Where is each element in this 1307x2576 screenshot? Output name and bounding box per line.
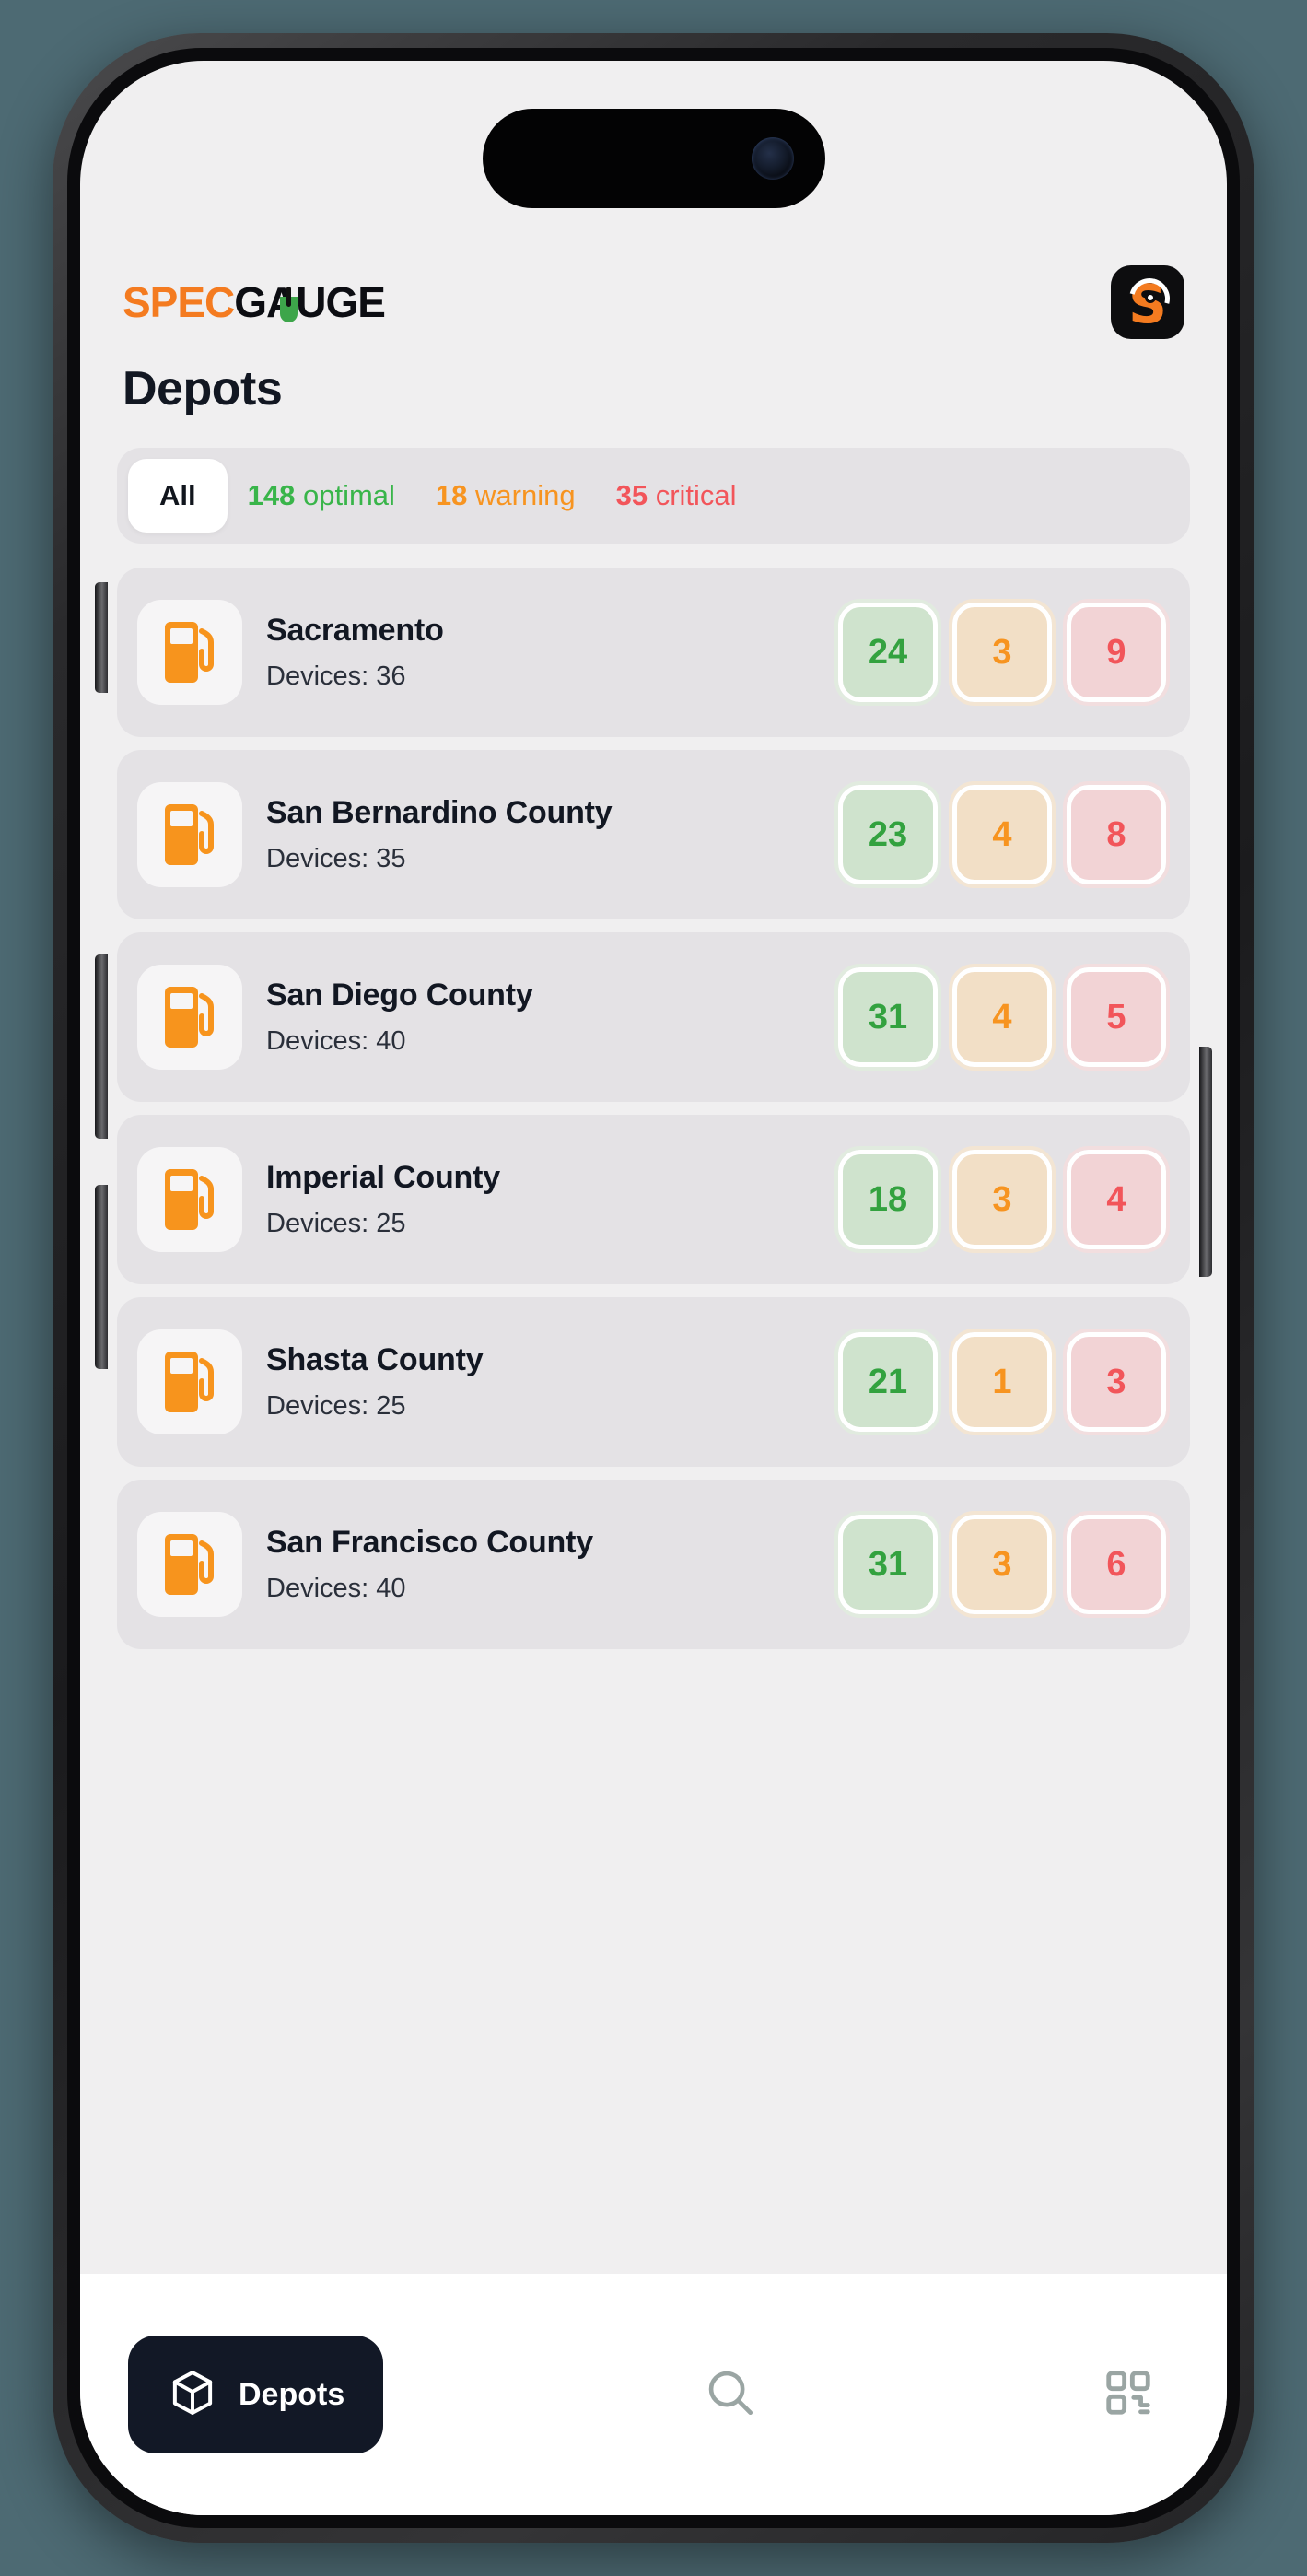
depot-status-badges: 21 1 3 xyxy=(834,1329,1170,1435)
filter-critical-label: critical xyxy=(655,479,737,511)
depot-name: San Bernardino County xyxy=(266,795,613,830)
badge-critical[interactable]: 6 xyxy=(1063,1511,1170,1618)
badge-warning[interactable]: 1 xyxy=(949,1329,1056,1435)
box-icon xyxy=(167,2367,218,2423)
depot-meta: Sacramento Devices: 36 xyxy=(266,613,814,692)
badge-critical[interactable]: 4 xyxy=(1063,1146,1170,1253)
depot-row[interactable]: San Francisco County Devices: 40 31 3 6 xyxy=(117,1480,1190,1649)
nav-item-depots[interactable]: Depots xyxy=(128,2336,384,2453)
badge-warning[interactable]: 4 xyxy=(949,964,1056,1071)
depot-meta: San Bernardino County Devices: 35 xyxy=(266,795,814,874)
depot-row[interactable]: San Diego County Devices: 40 31 4 5 xyxy=(117,932,1190,1102)
depot-meta: San Francisco County Devices: 40 xyxy=(266,1525,814,1604)
gauge-hub-icon xyxy=(1145,292,1156,303)
badge-warning[interactable]: 3 xyxy=(949,1146,1056,1253)
phone-bezel: SPECGAUGE S Depots xyxy=(67,48,1240,2528)
filter-optimal[interactable]: 148 optimal xyxy=(228,459,415,533)
depot-row[interactable]: Sacramento Devices: 36 24 3 9 xyxy=(117,568,1190,737)
phone-screen: SPECGAUGE S Depots xyxy=(80,61,1227,2515)
qr-code-icon xyxy=(1102,2366,1155,2424)
depot-row[interactable]: Imperial County Devices: 25 18 3 4 xyxy=(117,1115,1190,1284)
depot-row[interactable]: San Bernardino County Devices: 35 23 4 8 xyxy=(117,750,1190,919)
depot-status-badges: 23 4 8 xyxy=(834,781,1170,888)
fuel-pump-icon xyxy=(137,1147,242,1252)
badge-warning[interactable]: 3 xyxy=(949,599,1056,706)
depot-list: Sacramento Devices: 36 24 3 9 xyxy=(117,568,1190,1649)
fuel-pump-icon xyxy=(137,965,242,1070)
app-root: SPECGAUGE S Depots xyxy=(80,61,1227,2515)
badge-warning[interactable]: 3 xyxy=(949,1511,1056,1618)
fuel-pump-icon xyxy=(137,1512,242,1617)
logo-green-accent-icon xyxy=(280,297,298,322)
phone-frame: SPECGAUGE S Depots xyxy=(53,33,1254,2543)
depot-status-badges: 31 3 6 xyxy=(834,1511,1170,1618)
depot-device-count: Devices: 25 xyxy=(266,1391,406,1421)
front-camera-icon xyxy=(751,137,794,180)
filter-critical-count: 35 xyxy=(615,479,648,511)
depot-name: Shasta County xyxy=(266,1342,484,1377)
depot-name: Sacramento xyxy=(266,613,444,648)
depot-device-count: Devices: 35 xyxy=(266,844,406,873)
filter-all[interactable]: All xyxy=(128,459,228,533)
badge-critical[interactable]: 5 xyxy=(1063,964,1170,1071)
depot-name: San Francisco County xyxy=(266,1525,593,1560)
filter-segmented-control: All 148 optimal 18 warning 35 xyxy=(117,448,1190,544)
fuel-pump-icon xyxy=(137,782,242,887)
depot-status-badges: 31 4 5 xyxy=(834,964,1170,1071)
filter-optimal-count: 148 xyxy=(247,479,296,511)
depot-meta: Shasta County Devices: 25 xyxy=(266,1342,814,1422)
depot-row[interactable]: Shasta County Devices: 25 21 1 3 xyxy=(117,1297,1190,1467)
badge-optimal[interactable]: 31 xyxy=(834,1511,941,1618)
nav-item-scan[interactable] xyxy=(1078,2366,1179,2424)
filter-warning[interactable]: 18 warning xyxy=(415,459,596,533)
badge-optimal[interactable]: 31 xyxy=(834,964,941,1071)
search-icon xyxy=(702,2364,759,2426)
fuel-pump-icon xyxy=(137,600,242,705)
badge-optimal[interactable]: 24 xyxy=(834,599,941,706)
badge-critical[interactable]: 8 xyxy=(1063,781,1170,888)
badge-optimal[interactable]: 18 xyxy=(834,1146,941,1253)
logo-gauge-text: GAUGE xyxy=(234,278,386,326)
depot-status-badges: 18 3 4 xyxy=(834,1146,1170,1253)
badge-critical[interactable]: 9 xyxy=(1063,599,1170,706)
logo-spec-text: SPEC xyxy=(123,278,235,326)
filter-optimal-label: optimal xyxy=(302,479,395,511)
filter-warning-label: warning xyxy=(475,479,576,511)
logo-needle-icon xyxy=(286,287,291,307)
depot-device-count: Devices: 40 xyxy=(266,1026,406,1056)
depot-device-count: Devices: 40 xyxy=(266,1574,406,1603)
badge-critical[interactable]: 3 xyxy=(1063,1329,1170,1435)
badge-warning[interactable]: 4 xyxy=(949,781,1056,888)
badge-optimal[interactable]: 21 xyxy=(834,1329,941,1435)
depot-status-badges: 24 3 9 xyxy=(834,599,1170,706)
depot-name: San Diego County xyxy=(266,978,533,1013)
app-logo-badge[interactable]: S xyxy=(1111,265,1184,339)
badge-optimal[interactable]: 23 xyxy=(834,781,941,888)
app-icon-letter: S xyxy=(1128,273,1167,335)
depot-name: Imperial County xyxy=(266,1160,500,1195)
depot-meta: Imperial County Devices: 25 xyxy=(266,1160,814,1239)
bottom-navigation: Depots xyxy=(80,2274,1227,2515)
depot-device-count: Devices: 36 xyxy=(266,662,406,691)
page-title: Depots xyxy=(123,362,283,416)
volume-up-button[interactable] xyxy=(95,954,108,1139)
fuel-pump-icon xyxy=(137,1329,242,1434)
depot-meta: San Diego County Devices: 40 xyxy=(266,978,814,1057)
power-button[interactable] xyxy=(1199,1047,1212,1277)
scroll-content[interactable]: SPECGAUGE S Depots xyxy=(80,61,1227,2274)
app-header: SPECGAUGE S xyxy=(100,61,1207,339)
action-button[interactable] xyxy=(95,582,108,693)
nav-item-depots-label: Depots xyxy=(239,2376,345,2412)
depot-device-count: Devices: 25 xyxy=(266,1209,406,1238)
specgauge-logo: SPECGAUGE xyxy=(123,278,386,326)
filter-critical[interactable]: 35 critical xyxy=(596,459,757,533)
volume-down-button[interactable] xyxy=(95,1185,108,1369)
filter-warning-count: 18 xyxy=(435,479,468,511)
nav-item-search[interactable] xyxy=(680,2364,781,2426)
dynamic-island xyxy=(482,109,825,208)
